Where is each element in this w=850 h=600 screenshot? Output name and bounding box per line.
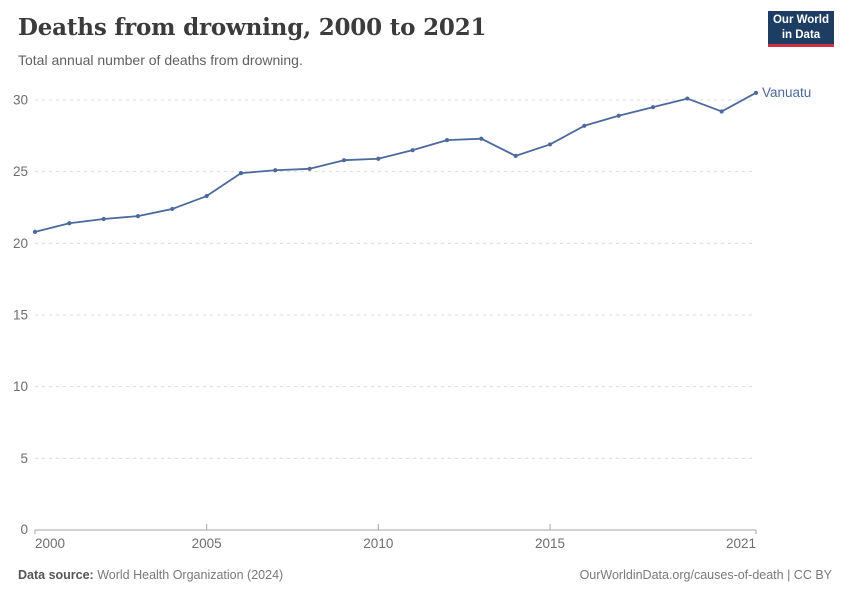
- owid-logo-line2: in Data: [781, 28, 821, 41]
- data-point[interactable]: [67, 221, 72, 226]
- owid-logo[interactable]: Our World in Data: [768, 11, 834, 47]
- x-tick-label: 2000: [35, 536, 65, 551]
- data-source-value: World Health Organization (2024): [93, 568, 284, 582]
- data-point[interactable]: [135, 214, 141, 219]
- x-tick-label: 2021: [726, 536, 756, 551]
- chart-title: Deaths from drowning, 2000 to 2021: [18, 14, 487, 41]
- y-tick-label: 0: [20, 522, 28, 537]
- data-point[interactable]: [238, 171, 244, 176]
- x-tick-label: 2015: [535, 536, 565, 551]
- data-point[interactable]: [444, 138, 450, 143]
- data-point[interactable]: [719, 109, 724, 114]
- data-source: Data source: World Health Organization (…: [18, 568, 283, 582]
- y-tick-label: 30: [13, 93, 28, 108]
- series-line-vanuatu[interactable]: [34, 91, 757, 233]
- data-point[interactable]: [685, 96, 690, 101]
- x-tick-label: 2005: [192, 536, 222, 551]
- data-point[interactable]: [170, 206, 175, 212]
- data-point[interactable]: [341, 158, 347, 163]
- entity-label[interactable]: Vanuatu: [762, 85, 811, 100]
- data-point[interactable]: [101, 216, 106, 222]
- chart-subtitle: Total annual number of deaths from drown…: [18, 52, 303, 68]
- data-point[interactable]: [32, 229, 38, 234]
- x-tick-label: 2010: [363, 536, 393, 551]
- credit-link[interactable]: OurWorldinData.org/causes-of-death | CC …: [579, 568, 832, 582]
- data-point[interactable]: [376, 156, 381, 161]
- y-tick-label: 25: [13, 164, 28, 179]
- data-point[interactable]: [204, 193, 209, 199]
- owid-logo-line1: Our World: [772, 14, 829, 27]
- data-source-label: Data source:: [18, 568, 94, 582]
- data-point[interactable]: [547, 142, 553, 147]
- data-point[interactable]: [479, 136, 484, 141]
- data-point[interactable]: [410, 148, 415, 153]
- data-point[interactable]: [650, 105, 656, 110]
- data-point[interactable]: [616, 113, 621, 118]
- chart-footer: Data source: World Health Organization (…: [18, 568, 832, 582]
- data-point[interactable]: [273, 168, 278, 173]
- data-point[interactable]: [307, 166, 312, 171]
- data-point[interactable]: [582, 123, 587, 128]
- y-tick-label: 15: [13, 308, 28, 323]
- data-point[interactable]: [753, 90, 759, 95]
- y-tick-label: 10: [13, 379, 28, 394]
- y-tick-label: 20: [13, 236, 28, 251]
- y-tick-label: 5: [20, 451, 28, 466]
- data-point[interactable]: [513, 153, 518, 158]
